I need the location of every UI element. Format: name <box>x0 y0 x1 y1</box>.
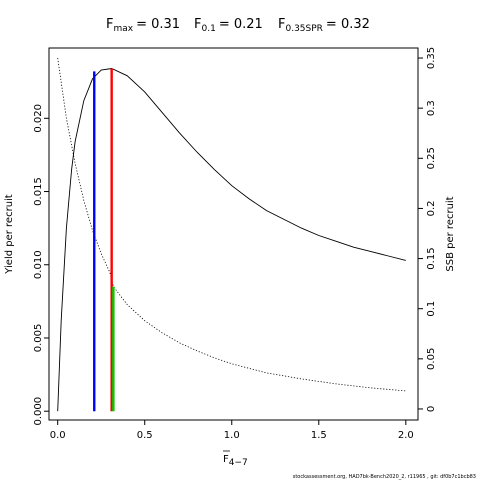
fspr-sub: 0.35SPR <box>285 24 322 34</box>
y-right-tick-label: 0.35 <box>426 47 437 69</box>
x-tick-label: 1.5 <box>311 430 327 441</box>
y-left-tick-label: 0.015 <box>33 177 44 206</box>
f01-label: F <box>194 17 201 32</box>
yield-curve <box>57 68 406 412</box>
y-right-tick-label: 0 <box>426 406 437 412</box>
fspr-label: F <box>278 17 285 32</box>
chart-title: Fmax = 0.31 F0.1 = 0.21 F0.35SPR = 0.32 <box>106 17 370 34</box>
x-tick-label: 1.0 <box>224 430 240 441</box>
fmax-value: = 0.31 <box>136 17 180 32</box>
y-right-tick-label: 0.3 <box>426 100 437 116</box>
ssb-curve <box>57 57 406 392</box>
x-tick-label: 0.0 <box>50 430 66 441</box>
x-axis: 0.0 0.5 1.0 1.5 2.0 <box>50 420 414 441</box>
footer-text: stockassessment.org, HAD7bk-Bench2020_2,… <box>293 474 476 480</box>
f01-sub: 0.1 <box>201 24 215 34</box>
y-right-tick-label: 0.05 <box>426 348 437 370</box>
y-left-tick-label: 0.000 <box>33 397 44 426</box>
f01-value: = 0.21 <box>219 17 263 32</box>
y-right-tick-label: 0.15 <box>426 247 437 269</box>
series-layer <box>57 57 406 412</box>
y-right-axis: 0 0.05 0.1 0.15 0.2 0.25 0.3 0.35 <box>418 47 437 412</box>
reference-lines <box>93 68 115 412</box>
x-tick-label: 2.0 <box>398 430 414 441</box>
plot-frame <box>48 47 419 421</box>
y-left-tick-label: 0.005 <box>33 324 44 353</box>
y-right-tick-label: 0.1 <box>426 301 437 317</box>
y-left-axis: 0.000 0.005 0.010 0.015 0.020 <box>33 104 49 426</box>
x-axis-title: F4−7 <box>223 454 248 468</box>
y-left-tick-label: 0.010 <box>33 250 44 279</box>
y-right-axis-title: SSB per recruit <box>445 196 456 271</box>
fspr-value: = 0.32 <box>326 17 370 32</box>
y-right-tick-label: 0.25 <box>426 147 437 169</box>
y-left-axis-title: Yield per recruit <box>4 194 15 275</box>
fmax-label: F <box>106 17 113 32</box>
y-left-tick-label: 0.020 <box>33 104 44 133</box>
fmax-sub: max <box>113 24 133 34</box>
x-tick-label: 0.5 <box>137 430 153 441</box>
y-right-tick-label: 0.2 <box>426 200 437 216</box>
